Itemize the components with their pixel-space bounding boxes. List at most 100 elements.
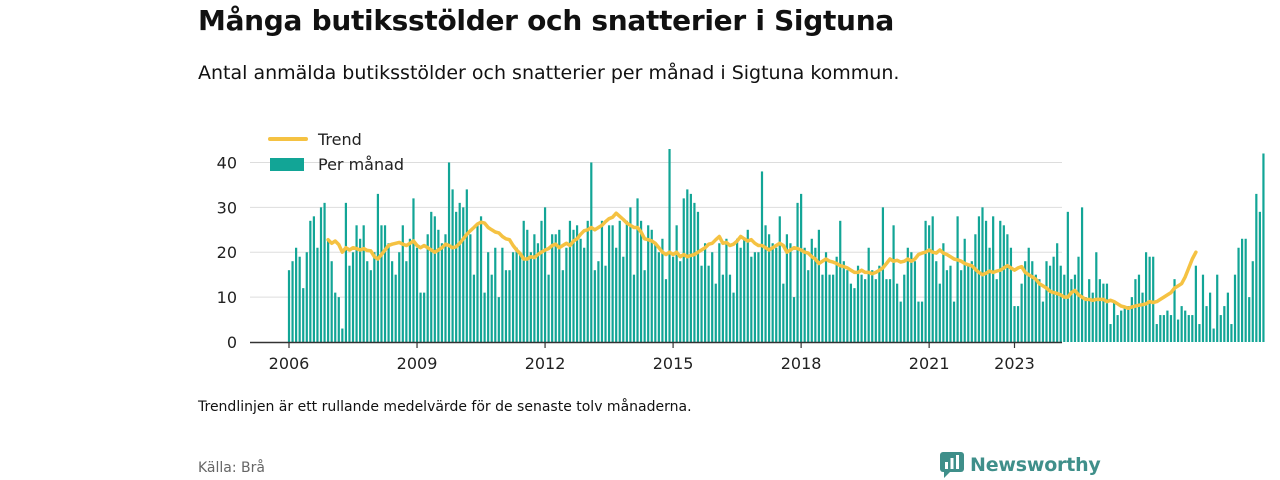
bar: [1027, 247, 1030, 342]
bar: [330, 261, 333, 342]
bar: [618, 220, 621, 342]
bar: [1006, 234, 1009, 342]
bar: [832, 274, 835, 342]
bar: [664, 279, 668, 342]
bar: [888, 279, 892, 342]
bar: [1230, 324, 1233, 342]
bar: [874, 279, 877, 342]
bar: [298, 256, 301, 342]
bar: [366, 261, 369, 342]
trend-series: [326, 211, 1198, 311]
bar: [718, 243, 721, 342]
bar: [1141, 292, 1144, 342]
bar: [494, 247, 497, 342]
bar: [1034, 274, 1037, 342]
bar: [960, 270, 963, 342]
bar: [483, 292, 486, 342]
bar: [913, 261, 917, 342]
bar: [355, 225, 358, 342]
bar: [931, 216, 934, 342]
bar: [465, 189, 468, 342]
bar: [469, 234, 472, 342]
bar: [871, 270, 874, 342]
bar: [1070, 279, 1073, 342]
bar: [1137, 274, 1141, 342]
bar: [995, 279, 998, 342]
bar: [629, 207, 632, 342]
bar: [302, 288, 305, 342]
bar: [387, 243, 390, 342]
legend: Trend Per månad: [268, 130, 404, 174]
bar: [376, 193, 380, 342]
bar: [650, 229, 653, 342]
bar: [508, 270, 511, 342]
bar: [661, 238, 664, 342]
y-tick-label: 0: [227, 333, 237, 352]
bar: [1255, 193, 1258, 342]
bar: [1084, 297, 1087, 342]
bar: [1241, 238, 1244, 342]
bar: [490, 274, 493, 342]
bar: [906, 247, 909, 342]
bar: [967, 265, 970, 342]
bar: [1120, 310, 1123, 342]
bar: [803, 247, 806, 342]
bar: [337, 297, 340, 342]
bar: [736, 238, 739, 342]
bar: [479, 216, 483, 342]
bar: [472, 274, 476, 342]
bar: [903, 274, 906, 342]
bar: [426, 234, 429, 342]
bar: [643, 270, 646, 342]
bar: [579, 238, 582, 342]
bar: [739, 247, 742, 342]
bar: [625, 220, 628, 342]
bar: [760, 171, 764, 342]
brand-name: Newsworthy: [970, 454, 1101, 476]
bar: [654, 243, 657, 342]
bar: [1059, 265, 1062, 342]
bar: [309, 220, 312, 342]
chart-title: Många butiksstölder och snatterier i Sig…: [198, 4, 894, 37]
bar: [860, 274, 863, 342]
bar: [327, 238, 330, 342]
bar: [405, 261, 408, 342]
bar: [910, 252, 913, 342]
bar: [433, 216, 436, 342]
bar: [398, 252, 401, 342]
bar: [1187, 315, 1190, 342]
bar: [1205, 306, 1208, 342]
bar: [753, 252, 756, 342]
bar: [1048, 265, 1052, 342]
bar: [1130, 297, 1133, 342]
bar: [686, 189, 689, 342]
bar: [881, 207, 885, 342]
bar: [743, 238, 746, 342]
bar: [846, 270, 849, 342]
bar: [558, 229, 561, 342]
bar: [1191, 315, 1194, 342]
x-tick-label: 2012: [525, 354, 566, 373]
bar: [440, 243, 444, 342]
bar: [1116, 315, 1119, 342]
bar: [725, 238, 728, 342]
bar: [373, 252, 376, 342]
bar: [1184, 310, 1187, 342]
bar: [593, 270, 596, 342]
brand-logo[interactable]: Newsworthy: [940, 452, 1101, 478]
bar: [864, 279, 867, 342]
y-tick-label: 30: [217, 198, 237, 217]
bar: [1038, 279, 1041, 342]
x-tick-label: 2018: [781, 354, 822, 373]
bar: [511, 252, 515, 342]
trend-line: [326, 211, 1198, 311]
bar: [703, 243, 707, 342]
bar: [746, 229, 749, 342]
bar: [1159, 315, 1162, 342]
bar: [362, 225, 365, 342]
bar: [547, 274, 550, 342]
bar: [1212, 328, 1215, 342]
bar: [639, 220, 643, 342]
bar: [952, 301, 956, 342]
bar: [807, 270, 810, 342]
